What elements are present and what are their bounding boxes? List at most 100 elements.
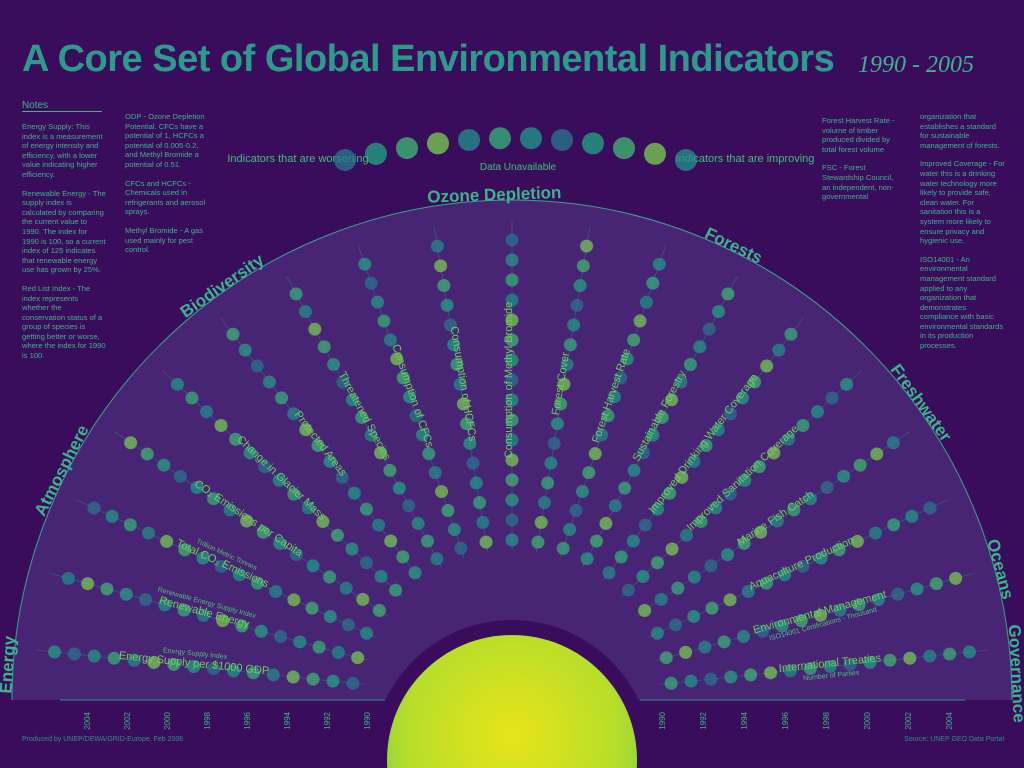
indicator-dot <box>258 460 272 474</box>
indicator-dot <box>450 358 464 372</box>
indicator-dot <box>374 446 388 460</box>
indicator-dot <box>709 501 723 515</box>
indicator-dot <box>910 582 924 596</box>
indicator-dot <box>636 569 650 583</box>
indicator-dot <box>650 556 664 570</box>
indicator-dot <box>460 417 474 431</box>
indicator-dot <box>298 305 312 319</box>
credit: Produced by UNEP/DEWA/GRID-Europe, Feb 2… <box>22 736 184 743</box>
indicator-dot <box>655 410 669 424</box>
indicator-dot <box>659 651 673 665</box>
indicator-dot <box>608 499 622 513</box>
year-label: 2004 <box>83 711 92 729</box>
indicator-dot <box>607 390 621 404</box>
indicator-dot <box>770 514 784 528</box>
indicator-dot <box>638 604 652 618</box>
notes-column: ODP - Ozone Depletion Potential. CFCs ha… <box>125 112 211 264</box>
indicator-dot <box>238 343 252 357</box>
indicator-dot <box>704 559 718 573</box>
indicator-dot <box>687 570 701 584</box>
indicator-dot <box>781 432 795 446</box>
indicator-dot <box>100 582 114 596</box>
note: Improved Coverage - For water this is a … <box>920 159 1005 246</box>
indicator-dot <box>621 583 635 597</box>
indicator-dot <box>905 509 919 523</box>
notes-heading: Notes <box>22 100 102 112</box>
indicator-dot <box>339 581 353 595</box>
indicator-dot <box>588 447 602 461</box>
indicator-dot <box>721 287 735 301</box>
indicator-dot <box>226 327 240 341</box>
indicator-dot <box>360 626 374 640</box>
indicator-dot <box>699 439 713 453</box>
indicator-dot <box>633 314 647 328</box>
indicator-dot <box>683 357 697 371</box>
indicator-dot <box>359 502 373 516</box>
legend-dot <box>675 149 697 171</box>
indicator-dot <box>962 645 976 659</box>
indicator-dot <box>305 601 319 615</box>
indicator-dot <box>505 533 519 547</box>
indicator-dot <box>454 541 468 555</box>
indicator-dot <box>336 375 350 389</box>
indicator-dot <box>541 476 555 490</box>
note: Methyl Bromide - A gas used mainly for p… <box>125 225 204 255</box>
indicator-dot <box>505 293 519 307</box>
indicator-dot <box>580 552 594 566</box>
indicator-dot <box>456 397 470 411</box>
indicator-dot <box>620 352 634 366</box>
indicator-dot <box>693 340 707 354</box>
indicator-dot <box>711 423 725 437</box>
indicator-dot <box>837 469 851 483</box>
indicator-dot <box>569 504 583 518</box>
indicator-dot <box>737 536 751 550</box>
year-label: 1998 <box>203 711 212 729</box>
indicator-dot <box>157 458 171 472</box>
legend-dot <box>458 128 480 151</box>
indicator-dot <box>759 576 773 590</box>
indicator-dot <box>756 624 770 638</box>
indicator-dot <box>147 655 161 669</box>
indicator-dot <box>141 526 155 540</box>
indicator-dot <box>803 492 817 506</box>
indicator-dot <box>469 476 483 490</box>
indicator-dot <box>127 653 141 667</box>
indicator-dot <box>355 410 369 424</box>
indicator-dot <box>273 536 287 550</box>
year-label: 1990 <box>363 711 372 729</box>
indicator-dot <box>783 664 797 678</box>
indicator-dot <box>923 649 937 663</box>
indicator-dot <box>796 559 810 573</box>
indicator-dot <box>599 516 613 530</box>
indicator-dot <box>435 485 449 499</box>
indicator-dot <box>372 518 386 532</box>
indicator-dot <box>787 503 801 517</box>
indicator-dot <box>119 587 133 601</box>
indicator-dot <box>850 534 864 548</box>
indicator-dot <box>229 432 243 446</box>
indicator-dot <box>272 473 286 487</box>
indicator-dot <box>107 651 121 665</box>
indicator-dot <box>250 359 264 373</box>
indicator-dot <box>505 493 519 507</box>
indicator-dot <box>717 635 731 649</box>
indicator-dot <box>723 593 737 607</box>
indicator-dot <box>505 273 519 287</box>
source: Source: UNEP GEO Data Portal <box>904 736 1004 743</box>
indicator-dot <box>311 439 325 453</box>
indicator-dot <box>744 668 758 682</box>
year-label: 2002 <box>123 711 132 729</box>
indicator-dot <box>505 233 519 247</box>
indicator-dot <box>316 515 330 529</box>
indicator-dot <box>346 676 360 690</box>
indicator-dot <box>573 279 587 293</box>
indicator-dot <box>476 515 490 529</box>
indicator-dot <box>275 391 289 405</box>
indicator-dot <box>392 481 406 495</box>
indicator-dot <box>840 377 854 391</box>
indicator-dot <box>331 645 345 659</box>
indicator-dot <box>752 460 766 474</box>
indicator-dot <box>124 436 138 450</box>
year-label: 1998 <box>822 711 831 729</box>
